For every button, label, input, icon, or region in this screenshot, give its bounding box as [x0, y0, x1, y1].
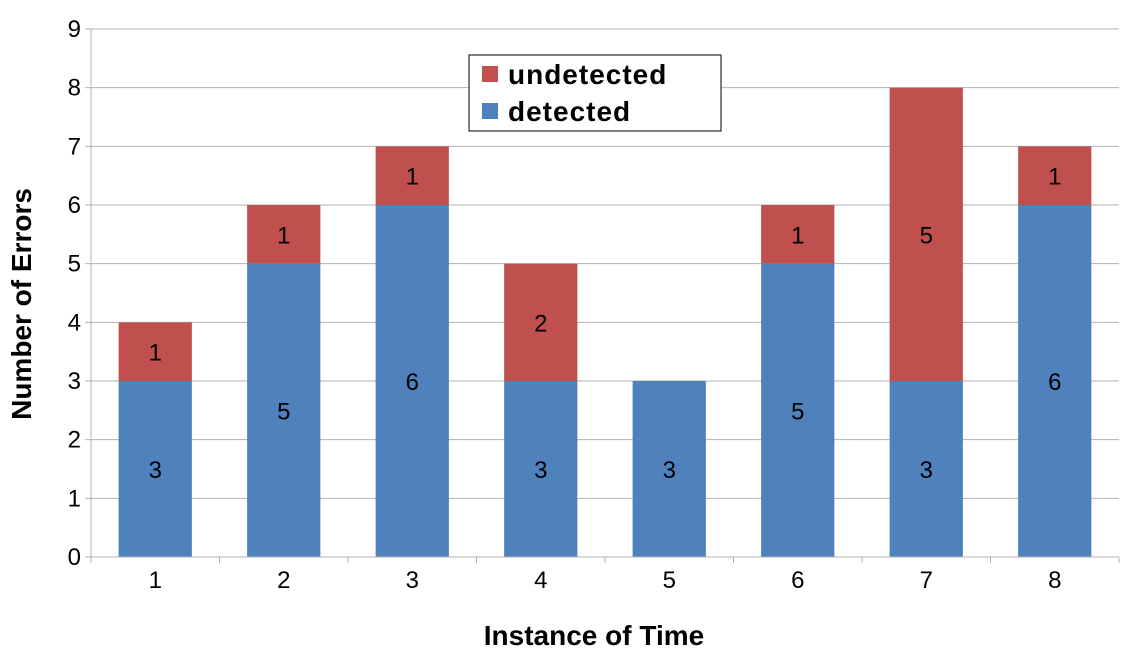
bar-undetected-7 — [889, 87, 963, 382]
legend-label-detected: detected — [508, 96, 631, 127]
data-label-detected-1: 3 — [149, 457, 162, 484]
bar-detected-2 — [247, 263, 321, 557]
data-labels: 3 1 5 1 6 1 3 2 3 5 1 3 5 6 1 — [149, 164, 1062, 484]
x-tick-label: 1 — [149, 567, 162, 594]
bar-detected-8 — [1018, 205, 1092, 557]
bars — [118, 87, 1092, 557]
y-tick-label: 7 — [68, 133, 81, 160]
x-tick-label: 3 — [406, 567, 419, 594]
data-label-undetected-3: 1 — [406, 164, 419, 191]
data-label-undetected-4: 2 — [534, 310, 547, 337]
y-tick-label: 2 — [68, 427, 81, 454]
y-tick-label: 3 — [68, 368, 81, 395]
data-label-undetected-6: 1 — [791, 222, 804, 249]
x-tick-label: 2 — [277, 567, 290, 594]
legend-label-undetected: undetected — [508, 59, 667, 90]
bar-undetected-6 — [761, 205, 835, 264]
y-tick-label: 6 — [68, 192, 81, 219]
x-tick-label: 7 — [920, 567, 933, 594]
legend-swatch-detected — [482, 103, 498, 119]
bar-detected-3 — [375, 205, 449, 557]
y-tick-label: 5 — [68, 251, 81, 278]
data-label-detected-7: 3 — [920, 457, 933, 484]
bar-detected-5 — [632, 381, 706, 557]
axes: 0 1 2 3 4 5 6 7 8 9 1 2 3 4 5 6 7 8 — [68, 16, 1120, 594]
data-label-detected-2: 5 — [277, 398, 290, 425]
x-axis-title: Instance of Time — [484, 620, 704, 651]
data-label-detected-8: 6 — [1048, 369, 1061, 396]
bar-detected-1 — [118, 381, 192, 557]
bar-detected-6 — [761, 263, 835, 557]
data-label-undetected-2: 1 — [277, 222, 290, 249]
x-tick-label: 8 — [1048, 567, 1061, 594]
data-label-detected-5: 3 — [663, 457, 676, 484]
data-label-undetected-7: 5 — [920, 222, 933, 249]
legend-swatch-undetected — [482, 66, 498, 82]
y-tick-label: 8 — [68, 75, 81, 102]
x-tick-label: 6 — [791, 567, 804, 594]
data-label-detected-4: 3 — [534, 457, 547, 484]
bar-undetected-3 — [375, 146, 449, 205]
x-tick-label: 4 — [534, 567, 547, 594]
data-label-detected-3: 6 — [406, 369, 419, 396]
data-label-undetected-1: 1 — [149, 340, 162, 367]
bar-detected-4 — [504, 381, 578, 557]
data-label-undetected-8: 1 — [1048, 164, 1061, 191]
y-axis-title: Number of Errors — [6, 188, 37, 420]
legend: undetected detected — [468, 54, 722, 132]
bar-undetected-8 — [1018, 146, 1092, 205]
y-tick-label: 4 — [68, 309, 81, 336]
bar-undetected-2 — [247, 205, 321, 264]
legend-box — [468, 54, 722, 132]
bar-undetected-4 — [504, 263, 578, 381]
y-tick-label: 0 — [68, 544, 81, 571]
y-tick-label: 9 — [68, 16, 81, 43]
bar-detected-7 — [889, 381, 963, 557]
y-tick-label: 1 — [68, 485, 81, 512]
x-tick-label: 5 — [663, 567, 676, 594]
data-label-detected-6: 5 — [791, 398, 804, 425]
bar-undetected-1 — [118, 322, 192, 381]
